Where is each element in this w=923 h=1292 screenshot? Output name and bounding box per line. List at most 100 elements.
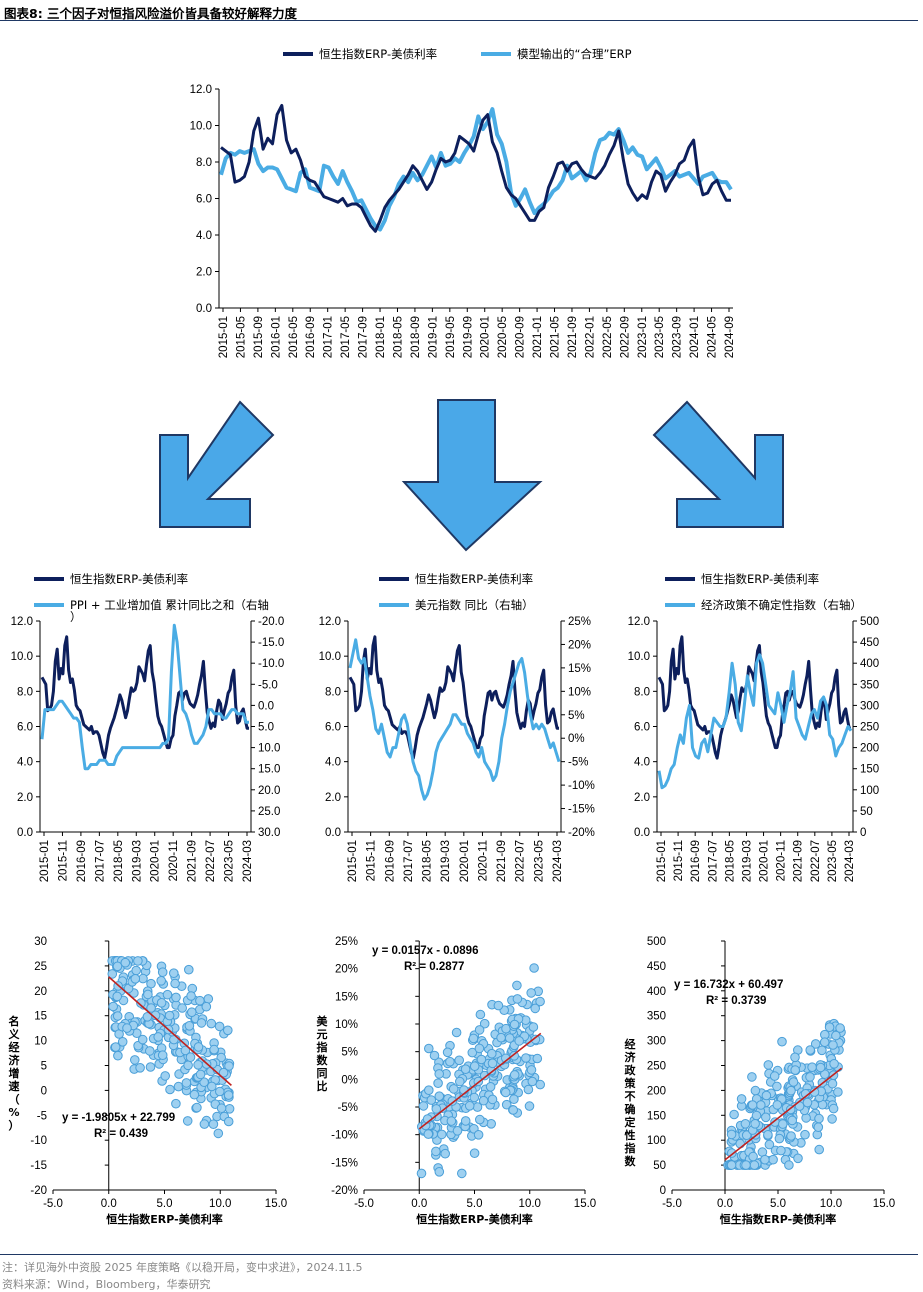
- trend-r2: R² = 0.3739: [706, 995, 766, 1007]
- scatter-point: [815, 1062, 826, 1073]
- x-tick-label: 2023-05: [224, 840, 236, 882]
- x-tick-label: 2018-05: [724, 840, 736, 882]
- scatter-point: [487, 1048, 497, 1059]
- scatter-point: [526, 988, 537, 998]
- usd-scatter-chart: -20% -15% -10% -5% 0% 5% 10% 15% 20% 25% -5.0 0.0 5.…: [317, 936, 597, 1226]
- x-tick-label: 0.0: [717, 1198, 733, 1210]
- figure-title: 图表8: 三个因子对恒指风险溢价皆具备较好解释力度: [4, 6, 298, 21]
- scatter-point: [729, 1109, 739, 1120]
- x-tick-label: 2022-01: [584, 316, 596, 358]
- scatter-point: [457, 1168, 467, 1179]
- x-tick-label: 2020-11: [477, 840, 489, 881]
- series-line-0: [40, 635, 249, 760]
- scatter-point: [180, 1045, 191, 1056]
- scatter-point: [199, 1077, 209, 1087]
- x-axis-title: 恒生指数ERP-美债利率: [720, 1212, 836, 1226]
- x-tick-label: 2016-09: [76, 840, 88, 882]
- x-tick-label: 2016-05: [288, 316, 300, 358]
- y-tick-label: 350: [647, 1011, 666, 1023]
- scatter-point: [193, 1060, 203, 1070]
- scatter-point: [157, 1050, 168, 1060]
- scatter-point: [424, 1085, 434, 1095]
- scatter-point: [473, 1130, 484, 1140]
- scatter-point: [740, 1119, 751, 1129]
- scatter-point: [761, 1090, 772, 1101]
- y-tick-label-right: -10.0: [258, 658, 284, 670]
- scatter-point: [512, 980, 522, 991]
- scatter-point: [750, 1119, 760, 1129]
- scatter-point: [201, 1001, 212, 1012]
- y-axis-title-char: 比: [317, 1079, 328, 1093]
- y-axis-title-char: 定: [625, 1115, 636, 1129]
- scatter-point: [788, 1077, 799, 1087]
- scatter-point: [433, 1078, 443, 1088]
- scatter-point: [833, 1087, 843, 1097]
- y-tick-label: 20%: [335, 964, 358, 976]
- x-tick-label: 2016-09: [690, 840, 702, 882]
- y-tick-label-right: 25.0: [258, 806, 280, 818]
- y-axis-title-char: 济: [625, 1050, 637, 1064]
- legend-label-0: 恒生指数ERP-美债利率: [701, 572, 819, 586]
- scatter-point: [153, 1032, 163, 1042]
- scatter-point: [824, 1022, 835, 1032]
- x-tick-label: 2017-07: [403, 840, 415, 882]
- y-tick-label-left: 8.0: [325, 686, 341, 698]
- y-tick-label-left: 2.0: [196, 267, 212, 279]
- x-tick-label: 2015-11: [57, 840, 69, 881]
- scatter-point: [786, 1131, 796, 1141]
- y-tick-label-right: 5%: [568, 710, 585, 722]
- y-tick-label-right: -20.0: [258, 616, 284, 628]
- scatter-point: [828, 1040, 838, 1050]
- y-axis-title-char: 数: [625, 1154, 637, 1168]
- y-tick-label-left: 10.0: [319, 651, 341, 663]
- x-tick-label: 2019-05: [445, 316, 457, 358]
- x-tick-label: 0.0: [411, 1198, 427, 1210]
- scatter-point: [454, 1055, 465, 1066]
- y-tick-label-right: 15%: [568, 663, 591, 675]
- scatter-point: [442, 1047, 453, 1058]
- y-tick-label: 15%: [335, 991, 358, 1003]
- x-tick-label: 2015-09: [253, 316, 265, 358]
- x-tick-label: 2021-09: [187, 840, 199, 882]
- y-tick-label: 5%: [341, 1047, 358, 1059]
- scatter-point: [769, 1071, 780, 1081]
- scatter-point: [535, 1079, 546, 1090]
- scatter-point: [756, 1100, 766, 1110]
- scatter-point: [805, 1072, 815, 1082]
- y-tick-label-right: 300: [860, 700, 879, 712]
- y-tick-label: -15: [30, 1160, 47, 1172]
- scatter-point: [478, 1095, 489, 1106]
- x-tick-label: 10.0: [209, 1198, 231, 1210]
- y-tick-label-right: -10%: [568, 780, 595, 792]
- scatter-point: [793, 1153, 803, 1164]
- scatter-point: [827, 1114, 837, 1124]
- arrows-group: [159, 399, 784, 552]
- scatter-point: [446, 1116, 457, 1126]
- scatter-point: [764, 1139, 775, 1150]
- y-tick-label-right: 15.0: [258, 764, 280, 776]
- y-tick-label-right: 10%: [568, 686, 591, 698]
- scatter-point: [112, 961, 123, 972]
- x-tick-label: 2022-07: [810, 840, 822, 882]
- x-tick-label: 2021-09: [793, 840, 805, 882]
- trend-r2: R² = 0.439: [94, 1128, 148, 1140]
- scatter-point: [122, 1023, 132, 1033]
- legend-label-1: 美元指数 同比（右轴）: [415, 598, 534, 612]
- scatter-point: [777, 1036, 787, 1047]
- trend-equation: y = 0.0157x - 0.0896: [372, 945, 478, 957]
- scatter-point: [113, 1050, 123, 1061]
- x-tick-label: 2019-03: [741, 840, 753, 882]
- y-tick-label-right: 150: [860, 764, 879, 776]
- scatter-point: [726, 1129, 737, 1140]
- scatter-point: [193, 1042, 204, 1052]
- trend-line: [108, 976, 232, 1086]
- x-tick-label: 2015-01: [347, 840, 359, 882]
- scatter-point: [535, 996, 545, 1007]
- y-tick-label-left: 0.0: [634, 827, 650, 839]
- x-tick-label: 2015-01: [656, 840, 668, 882]
- scatter-point: [760, 1154, 770, 1165]
- scatter-point: [827, 1078, 838, 1089]
- scatter-point: [195, 1069, 206, 1080]
- y-tick-label-left: 8.0: [196, 157, 212, 169]
- scatter-point: [790, 1052, 800, 1063]
